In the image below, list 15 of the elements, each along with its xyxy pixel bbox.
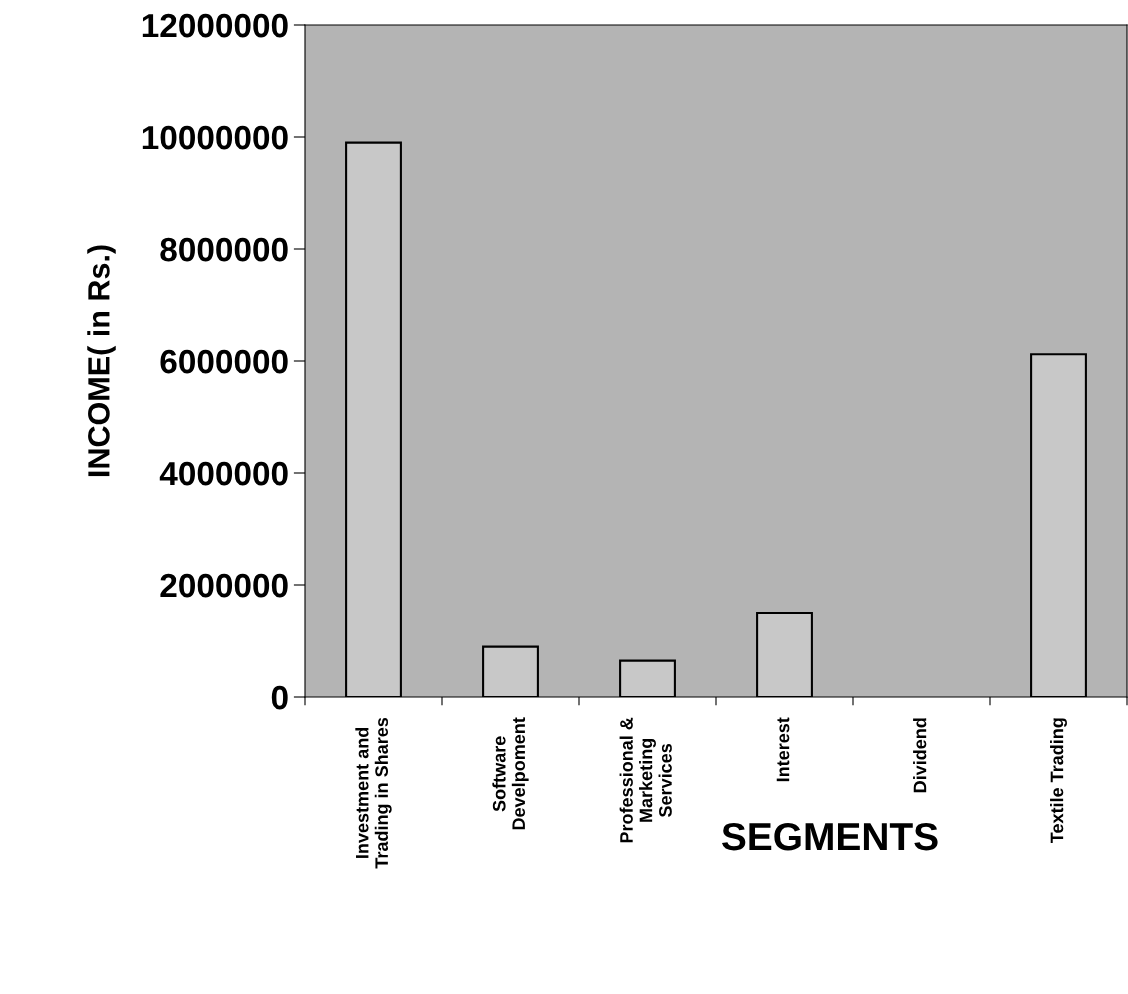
x-axis-title: SEGMENTS bbox=[722, 822, 938, 851]
y-tick-label: 0 bbox=[271, 685, 288, 710]
y-tick-label: 12000000 bbox=[142, 13, 288, 38]
x-tick-label: Investment and Trading in Shares bbox=[355, 717, 392, 869]
x-tick-label: Dividend bbox=[913, 718, 927, 793]
x-tick-label: Professional & Marketing Services bbox=[619, 717, 672, 843]
y-tick-label: 6000000 bbox=[160, 349, 288, 374]
y-axis-title: INCOME( in Rs.) bbox=[87, 245, 116, 477]
y-tick-label: 4000000 bbox=[159, 461, 288, 486]
y-tick-label: 2000000 bbox=[160, 573, 288, 598]
x-tick-label: Software Develpoment bbox=[492, 717, 529, 830]
x-tick-label: Textile Trading bbox=[1050, 718, 1067, 844]
y-tick-label: 8000000 bbox=[160, 237, 288, 262]
x-tick-label: Interest bbox=[776, 717, 790, 782]
y-tick-label: 10000000 bbox=[142, 125, 288, 150]
